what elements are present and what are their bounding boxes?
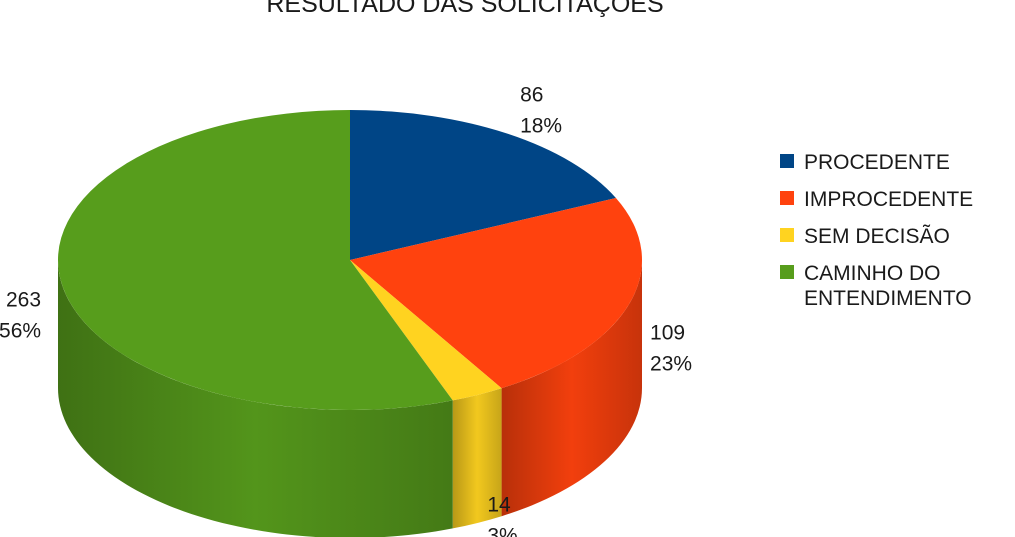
data-label-percent: 56% <box>0 320 41 343</box>
data-labels: 86 18%109 23%14 3%263 56% <box>0 83 692 537</box>
pie-sides <box>58 260 642 537</box>
legend-label: CAMINHO DO ENTENDIMENTO <box>804 262 972 310</box>
legend: PROCEDENTE IMPROCEDENTE SEM DECISÃO CAMINHO… <box>780 151 973 310</box>
data-label-value: 14 <box>487 493 511 516</box>
pie-side-sem-decis-o <box>452 388 502 529</box>
pie-side-improcedente <box>501 260 642 517</box>
legend-label: PROCEDENTE <box>804 151 950 174</box>
legend-swatch <box>780 265 794 279</box>
data-label-sem-decis-o: 14 3% <box>487 493 517 537</box>
legend-swatch <box>780 228 794 242</box>
data-label-value: 86 <box>520 83 543 106</box>
pie-slice-caminho-do-entendimento <box>58 110 453 410</box>
pie-side-caminho-do-entendimento <box>58 260 453 537</box>
data-label-caminho-do-entendimento: 263 56% <box>0 289 41 343</box>
legend-label: SEM DECISÃO <box>804 224 950 248</box>
data-label-improcedente: 109 23% <box>650 322 692 376</box>
legend-label: IMPROCEDENTE <box>804 188 973 211</box>
data-label-percent: 23% <box>650 353 692 376</box>
data-label-value: 263 <box>6 289 41 312</box>
legend-item-procedente: PROCEDENTE <box>780 151 950 174</box>
pie-slice-procedente <box>350 110 616 260</box>
data-label-procedente: 86 18% <box>520 83 562 137</box>
pie-slice-sem-decis-o <box>350 260 502 401</box>
chart-title: RESULTADO DAS SOLICITAÇÕES <box>266 0 663 18</box>
data-label-percent: 3% <box>487 524 517 537</box>
legend-swatch <box>780 154 794 168</box>
pie-slice-improcedente <box>350 198 642 389</box>
pie-tops <box>58 110 642 410</box>
legend-swatch <box>780 191 794 205</box>
legend-item-improcedente: IMPROCEDENTE <box>780 188 973 211</box>
legend-item-caminho-do-entendimento: CAMINHO DO ENTENDIMENTO <box>780 262 972 310</box>
data-label-value: 109 <box>650 322 685 345</box>
data-label-percent: 18% <box>520 114 562 137</box>
legend-item-sem-decis-o: SEM DECISÃO <box>780 224 950 248</box>
